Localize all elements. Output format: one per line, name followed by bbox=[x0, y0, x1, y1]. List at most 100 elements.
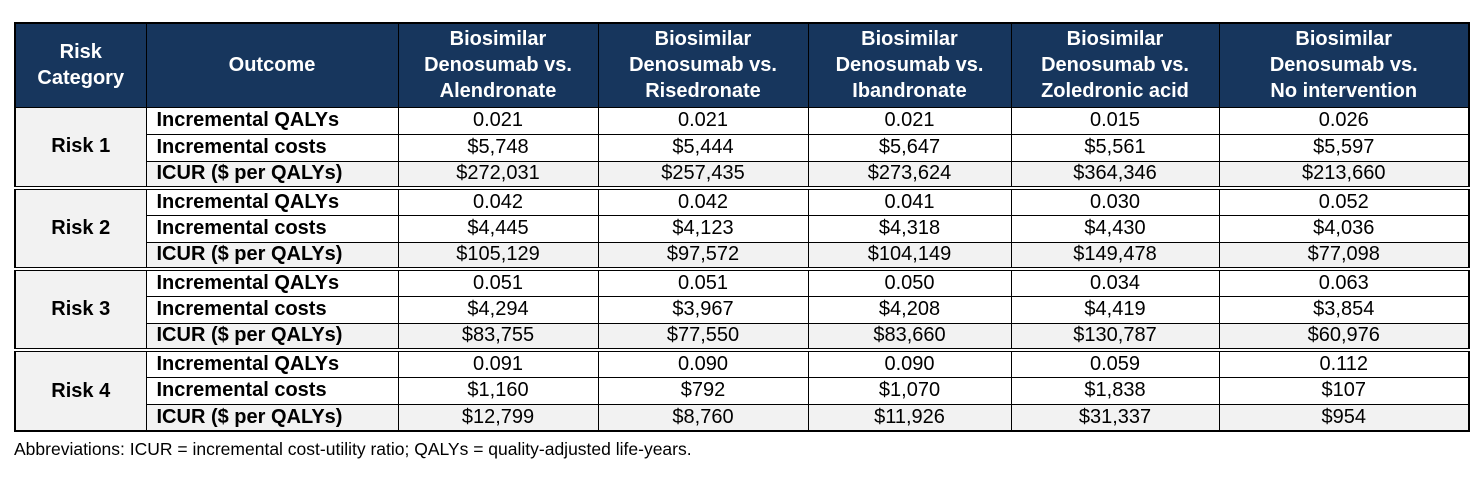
value-cell: 0.030 bbox=[1010, 187, 1220, 216]
risk-group-4: Risk 4 Incremental QALYs 0.091 0.090 0.0… bbox=[14, 349, 1470, 432]
header-line: Risk bbox=[59, 41, 102, 64]
value-cell: 0.051 bbox=[597, 268, 809, 297]
value-cell: $4,036 bbox=[1218, 214, 1470, 243]
value-cell: $5,444 bbox=[597, 133, 809, 162]
value-cell: $257,435 bbox=[597, 160, 809, 189]
value-cell: $4,208 bbox=[807, 295, 1012, 324]
header-line: Biosimilar bbox=[1066, 28, 1164, 51]
value-cell: 0.026 bbox=[1218, 106, 1470, 135]
header-comparator-alendronate: Biosimilar Denosumab vs. Alendronate bbox=[397, 22, 599, 108]
value-cell: $104,149 bbox=[807, 241, 1012, 270]
value-cell: $11,926 bbox=[807, 403, 1012, 432]
value-cell: $1,070 bbox=[807, 376, 1012, 405]
risk-cell: Risk 3 bbox=[14, 268, 147, 351]
outcome-cell: Incremental costs bbox=[145, 133, 399, 162]
value-cell: $31,337 bbox=[1010, 403, 1220, 432]
table-header-row: Risk Category Outcome Biosimilar Denosum… bbox=[14, 22, 1470, 108]
header-line: Biosimilar bbox=[1295, 28, 1393, 51]
table-row: ICUR ($ per QALYs) $12,799 $8,760 $11,92… bbox=[15, 403, 1470, 432]
value-cell: $5,748 bbox=[397, 133, 599, 162]
outcome-cell: ICUR ($ per QALYs) bbox=[145, 403, 399, 432]
outcome-cell: ICUR ($ per QALYs) bbox=[145, 241, 399, 270]
outcome-cell: Incremental costs bbox=[145, 214, 399, 243]
header-line: Ibandronate bbox=[852, 80, 967, 103]
value-cell: $1,160 bbox=[397, 376, 599, 405]
table-row: Incremental costs $5,748 $5,444 $5,647 $… bbox=[15, 133, 1470, 162]
header-line: No intervention bbox=[1270, 80, 1418, 103]
value-cell: $954 bbox=[1218, 403, 1470, 432]
risk-cell: Risk 2 bbox=[14, 187, 147, 270]
value-cell: $8,760 bbox=[597, 403, 809, 432]
header-line: Biosimilar bbox=[654, 28, 752, 51]
cost-utility-results-table: Risk Category Outcome Biosimilar Denosum… bbox=[14, 22, 1470, 432]
table-row: Risk 4 Incremental QALYs 0.091 0.090 0.0… bbox=[14, 349, 1470, 432]
value-cell: $4,445 bbox=[397, 214, 599, 243]
table-header: Risk Category Outcome Biosimilar Denosum… bbox=[14, 22, 1470, 108]
outcome-cell: Incremental QALYs bbox=[145, 268, 399, 297]
value-cell: $792 bbox=[597, 376, 809, 405]
header-risk-category: Risk Category bbox=[14, 22, 147, 108]
header-line: Denosumab vs. bbox=[1041, 54, 1189, 77]
value-cell: 0.021 bbox=[597, 106, 809, 135]
header-line: Denosumab vs. bbox=[629, 54, 777, 77]
table-row: Incremental costs $4,445 $4,123 $4,318 $… bbox=[15, 214, 1470, 243]
table-row: Incremental costs $1,160 $792 $1,070 $1,… bbox=[15, 376, 1470, 405]
value-cell: 0.063 bbox=[1218, 268, 1470, 297]
value-cell: 0.042 bbox=[597, 187, 809, 216]
header-line: Biosimilar bbox=[861, 28, 958, 51]
value-cell: $77,550 bbox=[597, 322, 809, 351]
value-cell: $4,430 bbox=[1010, 214, 1220, 243]
value-cell: $97,572 bbox=[597, 241, 809, 270]
table-row: Incremental costs $4,294 $3,967 $4,208 $… bbox=[15, 295, 1470, 324]
value-cell: 0.034 bbox=[1010, 268, 1220, 297]
value-cell: $3,854 bbox=[1218, 295, 1470, 324]
value-cell: 0.021 bbox=[807, 106, 1012, 135]
value-cell: $4,294 bbox=[397, 295, 599, 324]
risk-group-2: Risk 2 Incremental QALYs 0.042 0.042 0.0… bbox=[14, 187, 1470, 270]
risk-group-3: Risk 3 Incremental QALYs 0.051 0.051 0.0… bbox=[14, 268, 1470, 351]
value-cell: $130,787 bbox=[1010, 322, 1220, 351]
value-cell: $5,647 bbox=[807, 133, 1012, 162]
outcome-cell: Incremental costs bbox=[145, 295, 399, 324]
value-cell: $5,597 bbox=[1218, 133, 1470, 162]
value-cell: 0.042 bbox=[397, 187, 599, 216]
value-cell: 0.059 bbox=[1010, 349, 1220, 378]
value-cell: 0.015 bbox=[1010, 106, 1220, 135]
value-cell: 0.091 bbox=[397, 349, 599, 378]
value-cell: $4,318 bbox=[807, 214, 1012, 243]
value-cell: $3,967 bbox=[597, 295, 809, 324]
value-cell: 0.041 bbox=[807, 187, 1012, 216]
value-cell: 0.021 bbox=[397, 106, 599, 135]
risk-cell: Risk 4 bbox=[14, 349, 147, 432]
header-comparator-no-intervention: Biosimilar Denosumab vs. No intervention bbox=[1218, 22, 1470, 108]
value-cell: $273,624 bbox=[807, 160, 1012, 189]
outcome-cell: ICUR ($ per QALYs) bbox=[145, 160, 399, 189]
table-row: Risk 1 Incremental QALYs 0.021 0.021 0.0… bbox=[14, 106, 1470, 189]
value-cell: $77,098 bbox=[1218, 241, 1470, 270]
outcome-cell: Incremental QALYs bbox=[145, 106, 399, 135]
outcome-cell: Incremental QALYs bbox=[145, 187, 399, 216]
header-line: Denosumab vs. bbox=[424, 54, 572, 77]
header-line: Risedronate bbox=[645, 80, 761, 103]
value-cell: $272,031 bbox=[397, 160, 599, 189]
value-cell: $4,419 bbox=[1010, 295, 1220, 324]
header-comparator-ibandronate: Biosimilar Denosumab vs. Ibandronate bbox=[807, 22, 1012, 108]
header-comparator-zoledronic-acid: Biosimilar Denosumab vs. Zoledronic acid bbox=[1010, 22, 1220, 108]
value-cell: $149,478 bbox=[1010, 241, 1220, 270]
header-line: Denosumab vs. bbox=[1269, 54, 1418, 77]
header-comparator-risedronate: Biosimilar Denosumab vs. Risedronate bbox=[597, 22, 809, 108]
table-row: ICUR ($ per QALYs) $272,031 $257,435 $27… bbox=[15, 160, 1470, 189]
risk-cell: Risk 1 bbox=[14, 106, 147, 189]
outcome-cell: Incremental costs bbox=[145, 376, 399, 405]
value-cell: $12,799 bbox=[397, 403, 599, 432]
value-cell: 0.090 bbox=[807, 349, 1012, 378]
value-cell: $4,123 bbox=[597, 214, 809, 243]
table-row: ICUR ($ per QALYs) $105,129 $97,572 $104… bbox=[15, 241, 1470, 270]
header-line: Denosumab vs. bbox=[835, 54, 984, 77]
value-cell: $1,838 bbox=[1010, 376, 1220, 405]
page: Risk Category Outcome Biosimilar Denosum… bbox=[14, 22, 1470, 459]
table-row: Risk 2 Incremental QALYs 0.042 0.042 0.0… bbox=[14, 187, 1470, 270]
value-cell: $83,660 bbox=[807, 322, 1012, 351]
value-cell: $105,129 bbox=[397, 241, 599, 270]
value-cell: 0.051 bbox=[397, 268, 599, 297]
